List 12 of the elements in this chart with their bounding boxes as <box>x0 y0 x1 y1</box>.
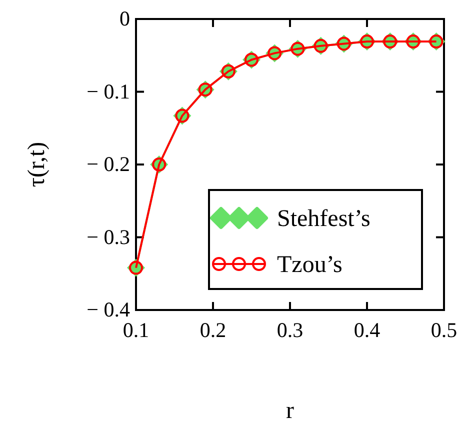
y-tick-label: 0 <box>120 6 130 31</box>
legend-label: Stehfest’s <box>277 206 370 232</box>
legend-label: Tzou’s <box>277 252 342 278</box>
y-axis-title: τ(r,t) <box>24 142 50 188</box>
x-tick-label: 0.4 <box>354 318 381 342</box>
x-tick-label: 0.3 <box>276 318 304 342</box>
y-tick-label: − 0.2 <box>86 152 130 176</box>
y-tick-label: − 0.1 <box>86 79 130 104</box>
x-tick-label: 0.5 <box>430 318 458 342</box>
x-tick-label: 0.2 <box>200 318 226 342</box>
y-tick-label: − 0.3 <box>86 224 130 249</box>
x-axis-title: r <box>286 398 294 424</box>
